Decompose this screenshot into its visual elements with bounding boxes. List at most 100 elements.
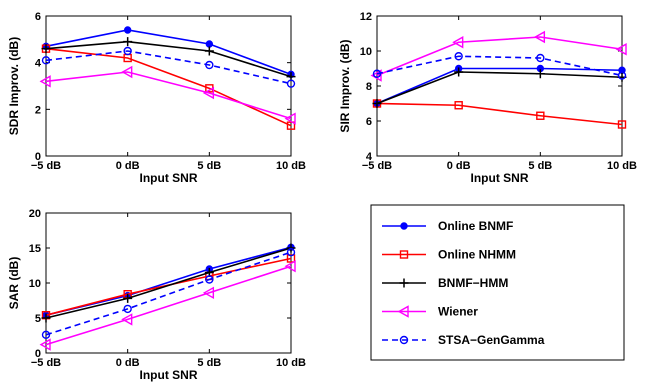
data-point [123, 46, 132, 56]
chart-panel-1: −5 dB 0 dB 5 dB 10 dB 0 2 4 6 Input SNR SDR Impro… [7, 11, 306, 185]
legend: Online BNMF Online NHMM BNMF−HMM Wiener STSA… [370, 204, 625, 361]
x-tick-label: 0 dB [116, 160, 140, 172]
series-line [45, 47, 292, 127]
y-axis-label: SIR Improv. (dB) [338, 39, 352, 132]
x-tick-label: 0 dB [447, 160, 471, 172]
series-line [376, 36, 623, 77]
data-point [286, 247, 296, 257]
x-tick-label: 5 dB [197, 357, 221, 369]
data-point [205, 60, 214, 70]
y-tick-label: 0 [35, 348, 41, 360]
data-point [121, 313, 133, 326]
legend-swatch-marker [399, 335, 409, 345]
chart-panel-3: −5 dB 0 dB 5 dB 10 dB 0 5 10 15 20 Input SNR SAR (… [7, 208, 306, 382]
y-tick-label: 12 [360, 11, 372, 23]
x-tick-label: 10 dB [276, 357, 306, 369]
y-tick-label: 10 [29, 278, 41, 290]
data-point [41, 56, 51, 65]
data-point [39, 338, 51, 351]
legend-swatch-marker [400, 222, 408, 230]
legend-entry: Online BNMF [382, 219, 513, 233]
legend-swatch-marker [399, 250, 409, 259]
series-wiener [370, 30, 627, 82]
data-point [123, 293, 133, 303]
series-stsa-gengamma [41, 247, 296, 339]
legend-label: BNMF−HMM [438, 276, 508, 290]
chart-panel-2: −5 dB 0 dB 5 dB 10 dB 4 6 8 10 12 Input SNR SIR Im… [338, 11, 637, 185]
data-point [372, 69, 382, 78]
y-tick-label: 6 [35, 11, 41, 23]
data-point [41, 313, 51, 323]
x-axis-label: Input SNR [471, 171, 529, 185]
data-point [123, 26, 132, 34]
y-axis-label: SDR Improv. (dB) [7, 37, 21, 135]
legend-swatch-marker [397, 305, 409, 318]
legend-label: Online BNMF [438, 219, 513, 233]
data-point [370, 69, 382, 82]
legend-entry: STSA−GenGamma [382, 333, 545, 347]
series-line [376, 102, 623, 126]
series-bnmf-hmm [41, 37, 296, 82]
data-point [284, 260, 296, 273]
y-tick-label: 5 [35, 313, 41, 325]
data-point [205, 40, 214, 48]
data-point [615, 43, 627, 56]
x-tick-label: −5 dB [31, 357, 61, 369]
legend-label: STSA−GenGamma [438, 333, 545, 347]
y-tick-label: 2 [35, 104, 41, 116]
data-point [286, 79, 296, 88]
x-tick-label: −5 dB [362, 160, 392, 172]
series-line [376, 67, 623, 105]
data-point [123, 304, 132, 314]
series-bnmf-hmm [41, 243, 296, 323]
data-point [617, 120, 627, 129]
data-point [372, 99, 382, 108]
plot-frame [45, 15, 292, 157]
x-axis-label: Input SNR [140, 171, 198, 185]
series-stsa-gengamma [41, 46, 296, 88]
series-wiener [39, 65, 296, 125]
series-line [45, 29, 292, 76]
data-point [535, 69, 545, 79]
data-point [533, 30, 546, 44]
data-point [41, 44, 51, 54]
y-tick-label: 8 [366, 81, 372, 93]
data-point [41, 330, 51, 339]
series-online-bnmf [373, 64, 626, 108]
series-line [45, 50, 292, 85]
data-point [39, 75, 51, 88]
data-point [123, 37, 133, 47]
x-axis-label: Input SNR [140, 368, 198, 382]
series-line [45, 247, 292, 319]
y-tick-label: 6 [366, 116, 372, 128]
series-online-bnmf [42, 243, 295, 319]
x-tick-label: −5 dB [31, 160, 61, 172]
series-online-nhmm [372, 99, 627, 129]
y-tick-label: 20 [29, 208, 41, 220]
legend-label: Wiener [438, 305, 478, 319]
data-point [121, 65, 133, 79]
x-tick-label: 5 dB [197, 160, 221, 172]
x-tick-label: 0 dB [116, 357, 140, 369]
data-point [284, 112, 296, 125]
series-line [45, 251, 292, 336]
data-point [452, 36, 464, 49]
x-tick-label: 5 dB [528, 160, 552, 172]
x-tick-label: 10 dB [276, 160, 306, 172]
data-point [454, 67, 464, 77]
legend-entry: BNMF−HMM [382, 276, 508, 290]
y-axis-label: SAR (dB) [7, 257, 21, 310]
series-line [376, 55, 623, 77]
series-line [45, 71, 292, 120]
y-tick-label: 4 [366, 151, 373, 163]
data-point [202, 286, 215, 299]
y-tick-label: 4 [35, 58, 42, 70]
y-tick-label: 10 [360, 46, 372, 58]
data-point [204, 46, 214, 56]
data-point [454, 101, 463, 110]
legend-label: Online NHMM [438, 248, 516, 262]
legend-swatch-marker [399, 278, 409, 288]
plot-frame [376, 15, 623, 157]
series-line [45, 265, 292, 346]
